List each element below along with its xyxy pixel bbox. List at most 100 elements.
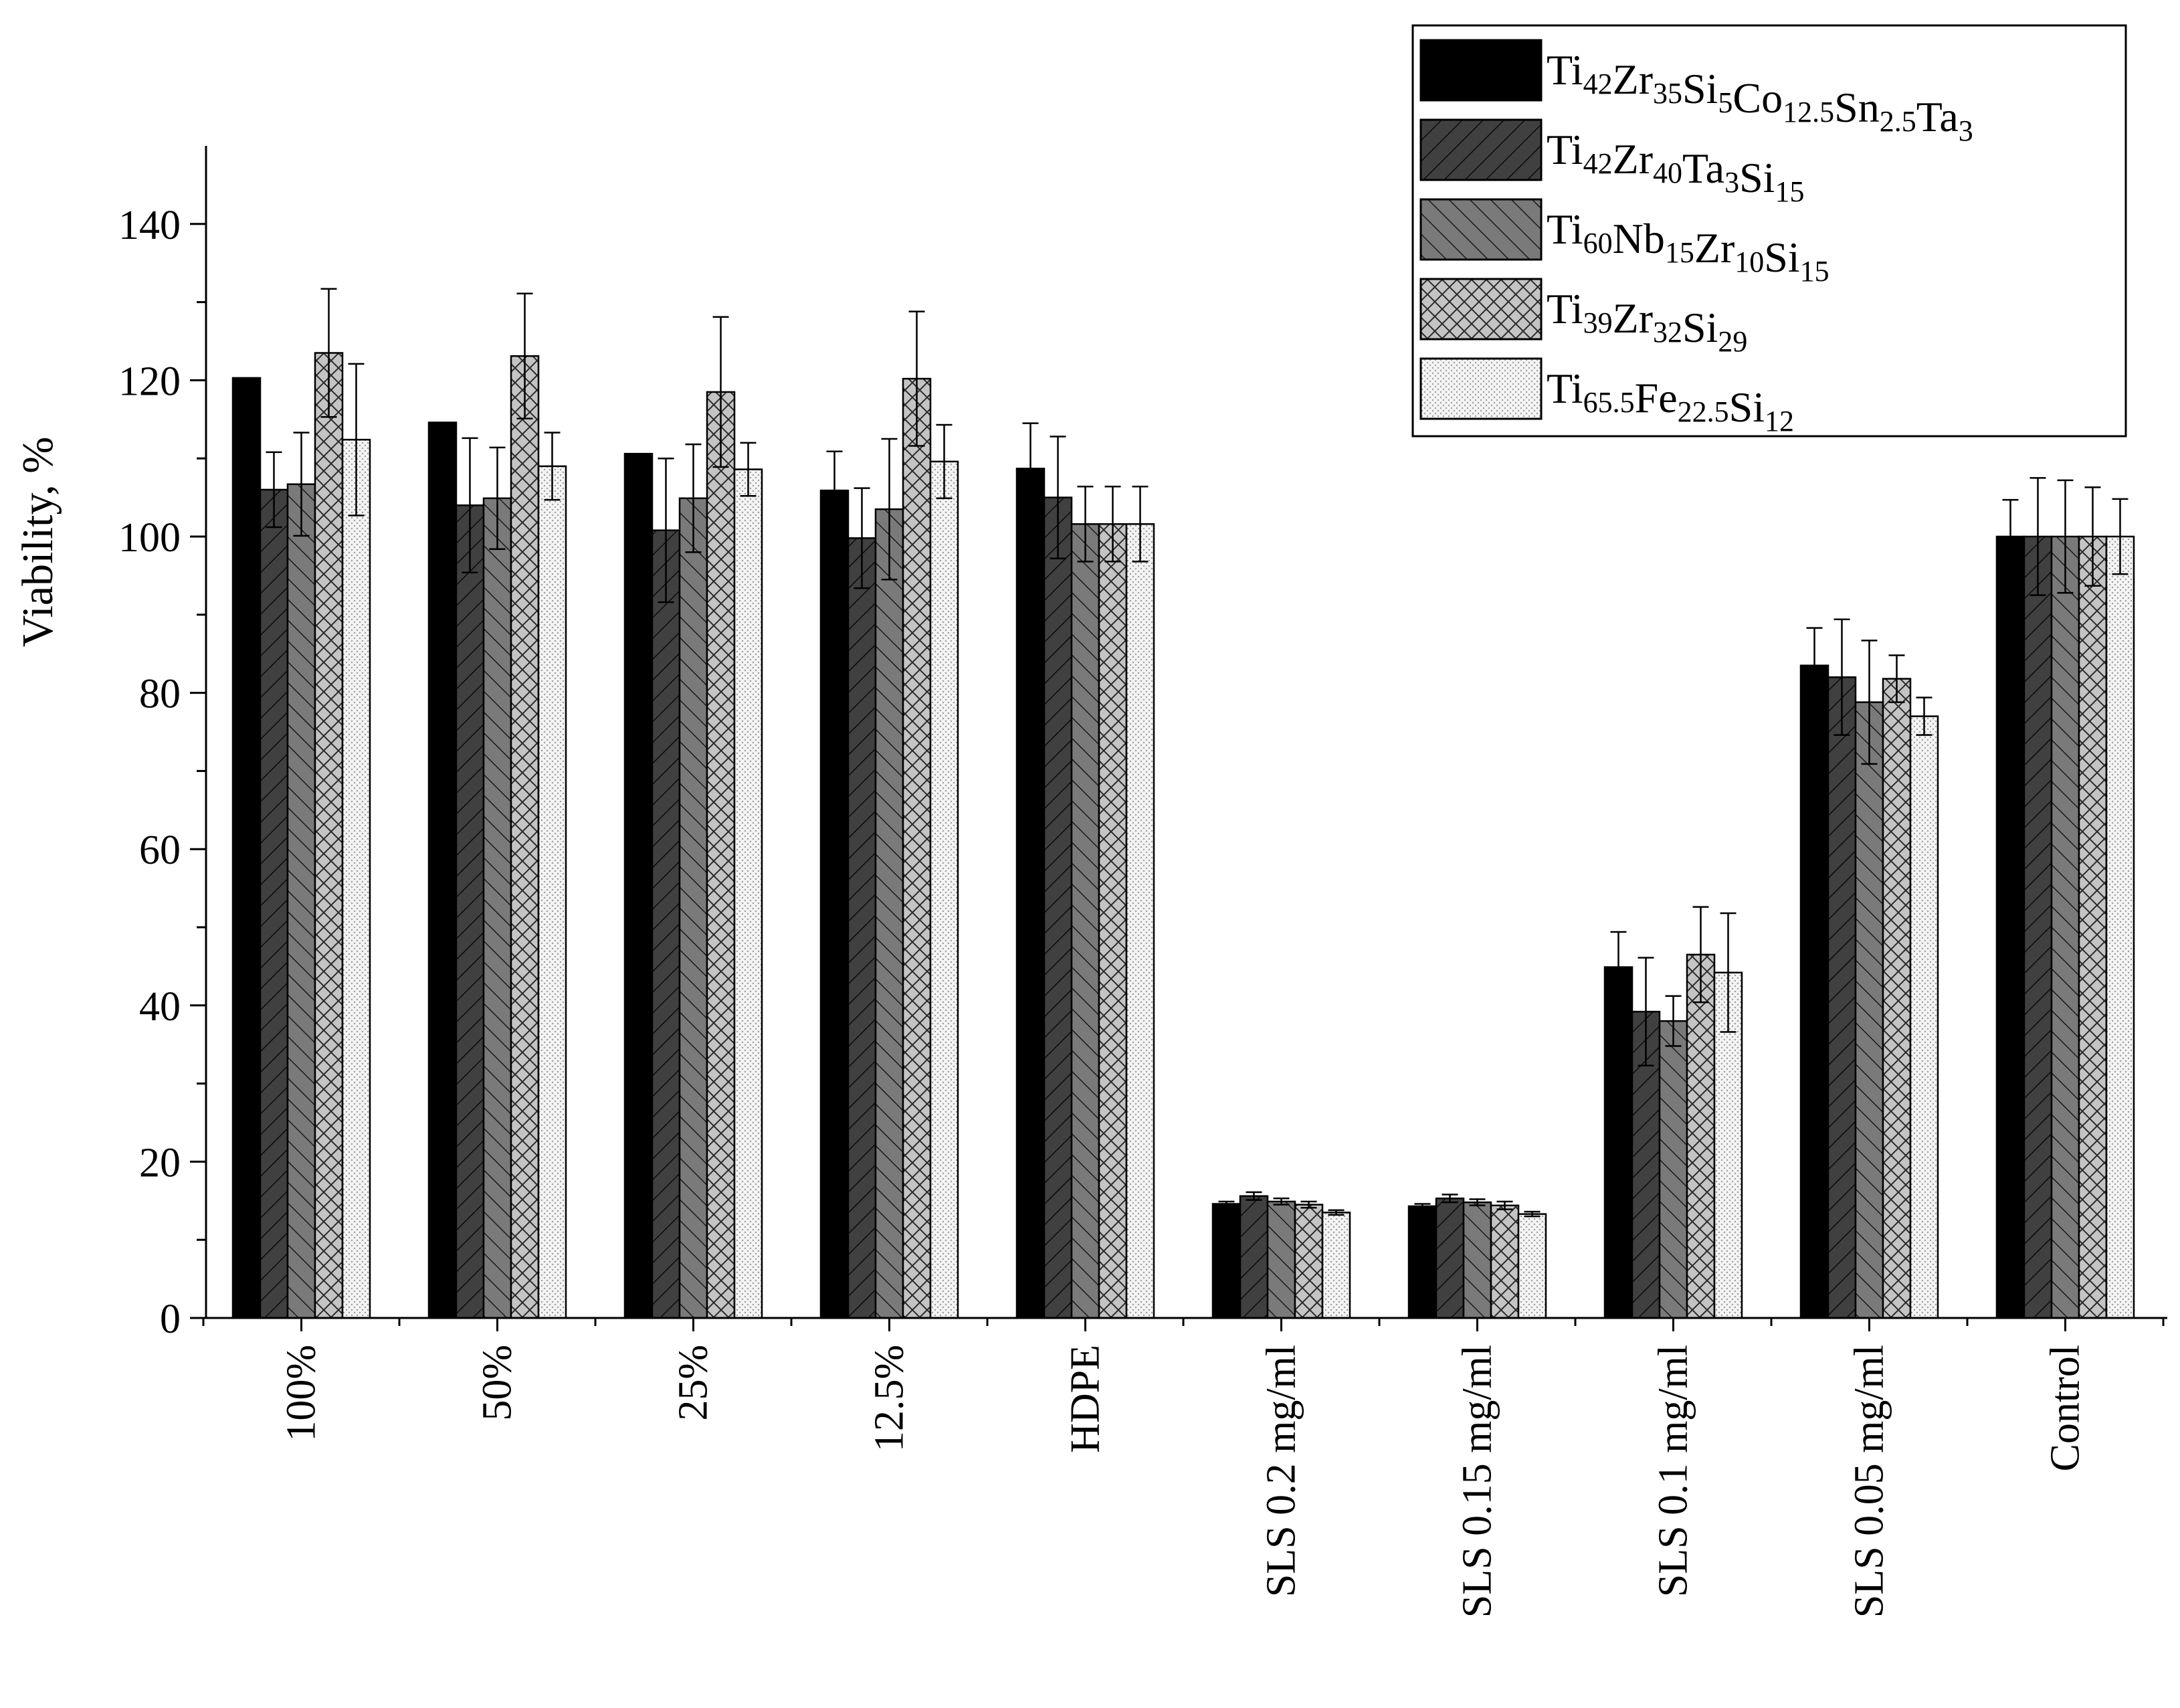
x-tick-label: 100%	[279, 1345, 324, 1442]
legend-swatch-4	[1419, 278, 1543, 341]
error-bar-4-2	[516, 292, 533, 419]
y-tick-label: 140	[118, 203, 181, 248]
error-bar-4-6	[1300, 1200, 1317, 1209]
bar-5-10	[2105, 535, 2135, 1319]
x-tick-label: SLS 0.1 mg/ml	[1651, 1345, 1696, 1597]
error-bar-1-9	[1806, 627, 1823, 704]
x-tick-label: 25%	[671, 1345, 716, 1421]
bar-4-3	[706, 391, 736, 1319]
bar-4-4	[902, 377, 932, 1319]
bar-2-4	[847, 537, 877, 1319]
bar-1-1	[231, 377, 262, 1319]
y-tick-label: 40	[139, 984, 181, 1030]
legend-label-2: Ti42Zr40Ta3Si15	[1547, 126, 1804, 208]
y-tick-label: 120	[118, 359, 181, 404]
y-axis-label: Viability, %	[13, 437, 62, 647]
bar-4-10	[2078, 535, 2108, 1319]
error-bar-4-1	[320, 288, 337, 418]
error-bar-3-4	[881, 438, 898, 581]
error-bar-1-5	[1022, 422, 1039, 515]
error-bar-5-6	[1328, 1209, 1345, 1216]
error-bar-5-4	[936, 423, 953, 500]
axes-layer: 0 20 40 60 80 100 120 140 100% 50% 25% 12.5% HDPE SLS…	[118, 146, 2167, 1618]
error-bar-5-10	[2112, 498, 2128, 575]
y-tick-label: 20	[139, 1140, 181, 1185]
legend-swatch-3	[1419, 198, 1543, 261]
y-tick-label: 0	[160, 1297, 181, 1342]
error-bar-2-3	[658, 457, 674, 603]
error-bar-2-6	[1246, 1191, 1262, 1201]
error-bar-4-7	[1496, 1200, 1513, 1210]
legend-label-4: Ti39Zr32Si29	[1547, 285, 1747, 358]
error-bar-5-1	[348, 363, 365, 516]
error-bar-1-8	[1610, 931, 1627, 1004]
x-tick-label: Control	[2043, 1345, 2088, 1471]
error-bar-5-9	[1916, 696, 1933, 736]
error-bar-4-10	[2084, 486, 2101, 587]
legend-label-3: Ti60Nb15Zr10Si15	[1547, 205, 1829, 288]
error-bar-3-10	[2057, 479, 2074, 594]
bar-5-2	[537, 465, 567, 1319]
bar-3-5	[1070, 523, 1100, 1319]
bar-4-6	[1294, 1204, 1324, 1319]
error-bar-2-1	[266, 451, 282, 529]
error-bar-4-4	[908, 310, 925, 447]
bar-3-10	[2050, 535, 2080, 1319]
error-bar-3-5	[1077, 485, 1094, 563]
error-bar-4-5	[1104, 485, 1121, 563]
bar-5-7	[1517, 1213, 1547, 1319]
bar-1-3	[623, 452, 654, 1319]
bar-5-6	[1321, 1212, 1351, 1319]
error-bar-4-3	[712, 316, 729, 468]
error-bar-2-7	[1442, 1194, 1458, 1204]
bar-4-9	[1882, 678, 1912, 1319]
bar-4-7	[1490, 1204, 1520, 1319]
legend-label-1: Ti42Zr35Si5Co12.5Sn2.5Ta3	[1547, 46, 1973, 147]
error-bar-2-2	[462, 437, 478, 573]
legend-swatch-1	[1419, 39, 1543, 102]
x-tick-label: SLS 0.15 mg/ml	[1455, 1345, 1500, 1618]
x-tick-label: HDPE	[1063, 1345, 1108, 1453]
bar-3-6	[1266, 1200, 1296, 1319]
error-bar-1-6	[1218, 1200, 1235, 1208]
error-bar-1-4	[826, 450, 843, 531]
error-bar-3-3	[685, 443, 702, 553]
error-bar-2-8	[1638, 957, 1654, 1066]
error-bar-1-10	[2002, 498, 2019, 575]
error-bar-4-8	[1692, 906, 1709, 1004]
bar-4-2	[510, 355, 540, 1319]
bar-2-3	[651, 529, 681, 1319]
y-tick-label: 60	[139, 828, 181, 873]
bar-2-10	[2023, 535, 2053, 1319]
bar-2-2	[455, 504, 485, 1319]
bar-5-1	[341, 438, 371, 1319]
error-bar-3-9	[1861, 640, 1878, 765]
bar-3-3	[678, 497, 708, 1319]
y-tick-label: 80	[139, 672, 181, 717]
error-bar-5-7	[1524, 1210, 1541, 1218]
error-bar-1-7	[1414, 1203, 1431, 1210]
bar-1-10	[1995, 535, 2025, 1319]
error-bar-5-8	[1720, 912, 1737, 1033]
bar-3-1	[286, 483, 316, 1319]
error-bar-2-9	[1834, 618, 1850, 736]
error-bar-3-2	[489, 446, 506, 550]
bar-5-5	[1125, 523, 1155, 1319]
bar-1-4	[819, 489, 850, 1319]
bar-3-9	[1854, 701, 1884, 1319]
bars-layer	[231, 352, 2135, 1319]
bar-5-9	[1909, 715, 1939, 1319]
error-bar-5-3	[740, 442, 757, 497]
bar-2-1	[259, 488, 289, 1319]
error-bar-3-8	[1665, 995, 1682, 1047]
bar-2-9	[1827, 676, 1857, 1319]
bar-4-5	[1098, 523, 1128, 1319]
error-bar-2-10	[2029, 477, 2046, 596]
bar-1-7	[1407, 1205, 1438, 1319]
legend: Ti42Zr35Si5Co12.5Sn2.5Ta3Ti42Zr40Ta3Si15…	[1411, 24, 2127, 438]
x-tick-label: 12.5%	[867, 1345, 912, 1452]
error-bar-5-5	[1132, 485, 1149, 563]
bar-1-2	[427, 421, 458, 1319]
